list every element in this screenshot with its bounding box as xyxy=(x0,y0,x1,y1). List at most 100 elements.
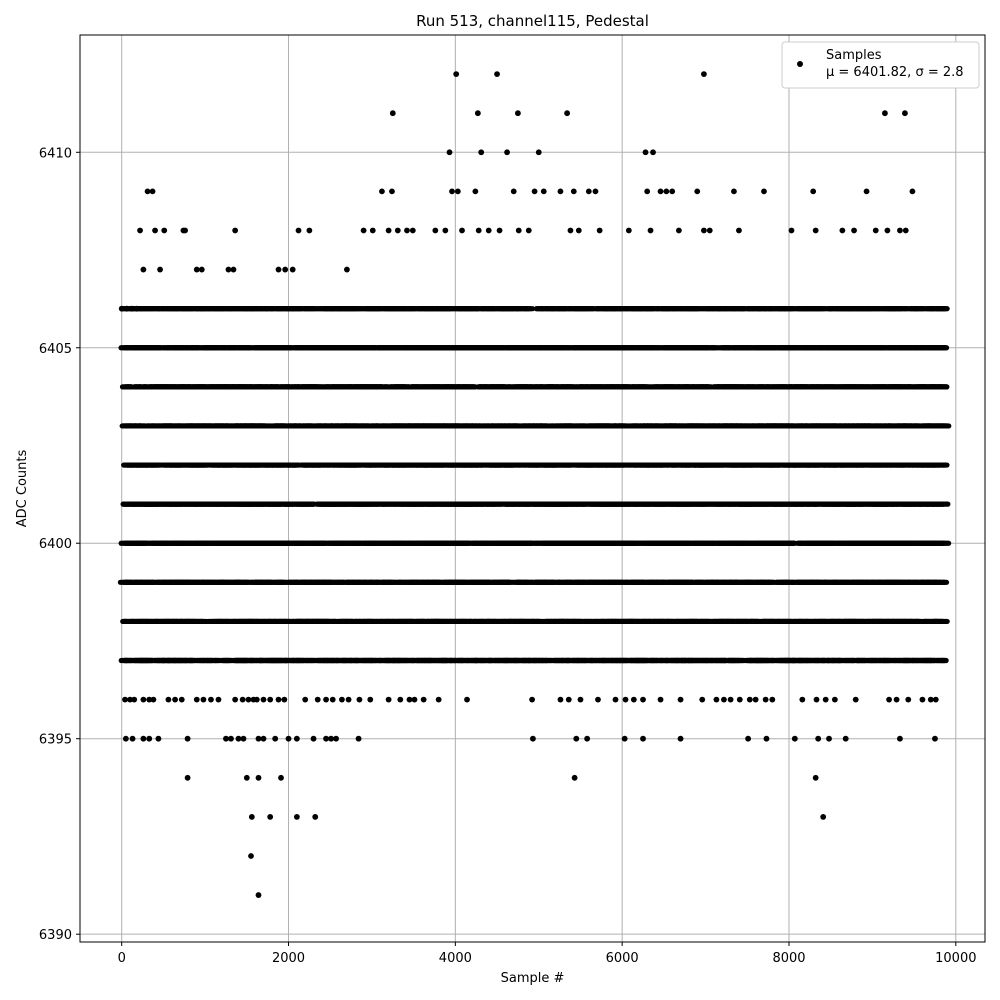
data-point-cluster xyxy=(938,423,952,429)
data-point xyxy=(345,696,352,703)
data-point xyxy=(454,188,461,195)
data-point-cluster xyxy=(939,540,952,546)
data-point xyxy=(379,188,385,195)
data-point xyxy=(644,188,651,195)
data-point xyxy=(504,149,510,156)
data-point-cluster xyxy=(524,306,536,312)
data-point xyxy=(584,735,591,742)
data-point xyxy=(140,266,147,273)
data-point xyxy=(570,188,577,195)
data-point xyxy=(232,696,239,703)
data-point xyxy=(397,696,404,703)
data-point xyxy=(525,227,532,234)
data-point xyxy=(919,696,926,703)
data-point xyxy=(281,696,288,703)
data-point xyxy=(389,110,396,117)
data-point xyxy=(571,774,578,781)
data-point xyxy=(243,774,250,781)
data-point xyxy=(595,696,601,703)
data-point-cluster xyxy=(939,501,951,507)
data-point xyxy=(293,735,300,742)
y-tick-label: 6410 xyxy=(39,146,72,161)
data-point-cluster xyxy=(940,462,950,468)
data-point-cluster xyxy=(940,618,950,625)
data-point xyxy=(897,227,903,234)
x-tick-label: 0 xyxy=(118,951,126,966)
data-point xyxy=(745,735,752,742)
data-point xyxy=(530,735,536,742)
data-point xyxy=(573,735,580,742)
data-point xyxy=(701,71,707,77)
data-point xyxy=(736,696,743,703)
data-point xyxy=(557,696,564,703)
data-point xyxy=(932,696,939,703)
data-point xyxy=(355,735,362,742)
data-point xyxy=(152,227,158,234)
data-point xyxy=(446,149,453,156)
data-point xyxy=(215,696,222,703)
y-tick-label: 6400 xyxy=(39,537,72,552)
data-point xyxy=(909,188,916,195)
data-point xyxy=(394,227,401,234)
data-point xyxy=(253,696,260,703)
data-point xyxy=(165,696,172,703)
data-point xyxy=(146,735,153,742)
data-point xyxy=(329,696,336,703)
data-point xyxy=(225,266,232,273)
data-point-cluster xyxy=(940,384,950,390)
data-point xyxy=(731,188,737,195)
data-point-cluster xyxy=(941,657,949,664)
data-point xyxy=(746,696,753,703)
data-point xyxy=(369,227,376,234)
data-point xyxy=(475,227,482,234)
data-point-cluster xyxy=(941,579,950,585)
x-tick-label: 8000 xyxy=(772,951,805,966)
data-point xyxy=(575,227,582,234)
data-point xyxy=(902,227,909,234)
data-point xyxy=(129,735,136,742)
data-point xyxy=(140,735,147,742)
data-point xyxy=(278,774,284,781)
data-point xyxy=(267,696,274,703)
data-point xyxy=(137,227,143,234)
data-point xyxy=(515,227,522,234)
data-point xyxy=(248,813,255,820)
data-point xyxy=(669,188,676,195)
data-point xyxy=(275,266,282,273)
data-point xyxy=(799,696,806,703)
data-point xyxy=(642,149,649,156)
data-point xyxy=(721,696,727,703)
data-point xyxy=(596,227,603,234)
data-point xyxy=(453,71,460,77)
data-point xyxy=(540,188,547,195)
data-point xyxy=(306,227,313,234)
data-point xyxy=(442,227,449,234)
data-point xyxy=(245,696,252,703)
data-point xyxy=(200,696,207,703)
y-axis-label: ADC Counts xyxy=(15,450,30,528)
data-point xyxy=(810,188,817,195)
data-point xyxy=(621,735,628,742)
data-point xyxy=(886,696,892,703)
data-point xyxy=(485,227,492,234)
data-point xyxy=(650,149,656,156)
data-point xyxy=(657,696,664,703)
data-point xyxy=(118,305,125,312)
data-point xyxy=(852,696,859,703)
data-point xyxy=(260,735,267,742)
data-point xyxy=(699,696,706,703)
data-point xyxy=(385,227,392,234)
data-point xyxy=(529,696,535,703)
data-point xyxy=(406,696,413,703)
data-point xyxy=(839,227,846,234)
data-point xyxy=(235,735,242,742)
data-point xyxy=(248,853,254,859)
data-point xyxy=(275,696,282,703)
data-point xyxy=(647,227,654,234)
data-point xyxy=(230,266,237,273)
data-point xyxy=(140,696,147,703)
data-point xyxy=(208,696,214,703)
data-point xyxy=(323,696,329,703)
